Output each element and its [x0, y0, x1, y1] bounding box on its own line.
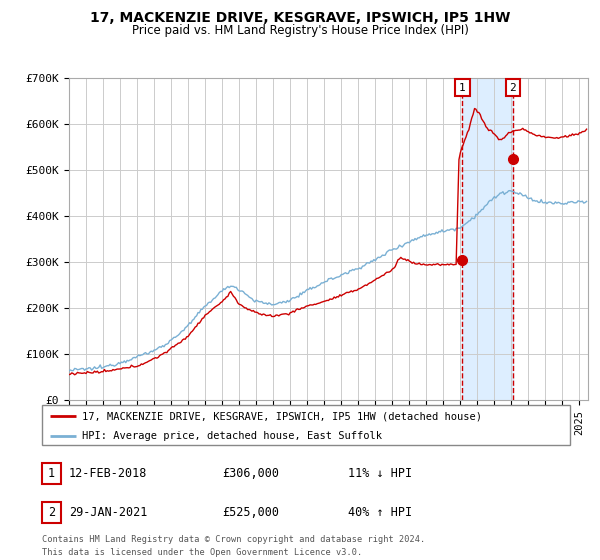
Text: 11% ↓ HPI: 11% ↓ HPI [348, 466, 412, 480]
Text: 2: 2 [509, 83, 516, 92]
Text: 1: 1 [48, 466, 55, 480]
Text: Contains HM Land Registry data © Crown copyright and database right 2024.: Contains HM Land Registry data © Crown c… [42, 535, 425, 544]
Text: 17, MACKENZIE DRIVE, KESGRAVE, IPSWICH, IP5 1HW: 17, MACKENZIE DRIVE, KESGRAVE, IPSWICH, … [90, 11, 510, 25]
Text: 2: 2 [48, 506, 55, 519]
Text: HPI: Average price, detached house, East Suffolk: HPI: Average price, detached house, East… [82, 431, 382, 441]
Text: £306,000: £306,000 [222, 466, 279, 480]
Text: 17, MACKENZIE DRIVE, KESGRAVE, IPSWICH, IP5 1HW (detached house): 17, MACKENZIE DRIVE, KESGRAVE, IPSWICH, … [82, 411, 482, 421]
FancyBboxPatch shape [42, 405, 570, 445]
Text: 40% ↑ HPI: 40% ↑ HPI [348, 506, 412, 519]
Bar [463, 78, 513, 400]
Text: £525,000: £525,000 [222, 506, 279, 519]
Text: Price paid vs. HM Land Registry's House Price Index (HPI): Price paid vs. HM Land Registry's House … [131, 24, 469, 37]
Text: 29-JAN-2021: 29-JAN-2021 [69, 506, 148, 519]
Text: 1: 1 [459, 83, 466, 92]
Text: This data is licensed under the Open Government Licence v3.0.: This data is licensed under the Open Gov… [42, 548, 362, 557]
Text: 12-FEB-2018: 12-FEB-2018 [69, 466, 148, 480]
